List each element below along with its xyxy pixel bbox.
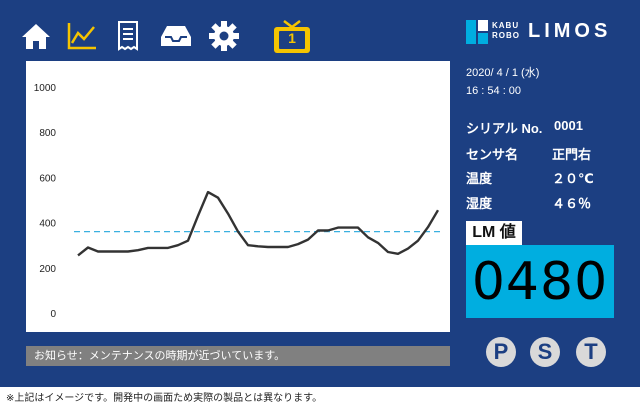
temperature-row: 温度 ２０℃ <box>466 168 594 187</box>
gear-icon[interactable] <box>206 18 242 54</box>
temperature-label: 温度 <box>466 171 493 186</box>
humidity-label: 湿度 <box>466 196 493 211</box>
t-button[interactable]: T <box>576 337 606 367</box>
serial-label: シリアル No. <box>466 121 543 136</box>
y-tick-label: 0 <box>50 309 56 320</box>
sensor-label: センサ名 <box>466 147 519 162</box>
p-button[interactable]: P <box>486 337 516 367</box>
y-tick-label: 800 <box>39 128 56 139</box>
y-tick-label: 400 <box>39 219 56 230</box>
humidity-row: 湿度 ４６％ <box>466 193 591 212</box>
inbox-icon[interactable] <box>158 18 194 54</box>
brand-subtext: KABU ROBO <box>492 21 520 41</box>
receipt-icon[interactable] <box>110 18 146 54</box>
home-icon[interactable] <box>18 18 54 54</box>
tv-icon[interactable]: 1 <box>272 20 312 54</box>
brand-subtext-bottom: ROBO <box>492 31 520 40</box>
humidity-value: ４６％ <box>552 196 592 211</box>
notice-bar: お知らせ：メンテナンスの時期が近づいています。 <box>26 346 450 366</box>
sensor-row: センサ名 正門右 <box>466 144 591 163</box>
brand-subtext-top: KABU <box>492 21 520 30</box>
sensor-value: 正門右 <box>552 147 592 162</box>
lm-series-line <box>77 190 440 257</box>
y-tick-label: 1000 <box>34 83 57 94</box>
lm-chart: 0 200 400 600 800 1000 <box>26 61 450 332</box>
line-chart-icon[interactable] <box>64 18 100 54</box>
logo-mark-icon <box>466 20 488 44</box>
serial-value: 0001 <box>554 118 583 133</box>
y-tick-label: 600 <box>39 173 56 184</box>
brand-logo: KABU ROBO LIMOS <box>466 20 626 44</box>
time-text: 16 : 54 : 00 <box>466 85 522 97</box>
temperature-value: ２０℃ <box>552 171 594 186</box>
lm-value: 0480 <box>471 251 609 312</box>
lm-value-box: 0480 <box>466 245 614 318</box>
tv-badge-count: 1 <box>288 30 296 46</box>
brand-name: LIMOS <box>528 20 612 42</box>
date-text: 2020/ 4 / 1 (水) <box>466 67 540 79</box>
disclaimer-text: ※上記はイメージです。開発中の画面ため実際の製品とは異なります。 <box>6 393 323 404</box>
serial-row: シリアル No. 0001 <box>466 118 583 137</box>
y-tick-label: 200 <box>39 264 56 275</box>
chart-svg: 0 200 400 600 800 1000 <box>34 83 440 320</box>
lm-label: LM 値 <box>466 221 522 245</box>
s-button[interactable]: S <box>530 337 560 367</box>
